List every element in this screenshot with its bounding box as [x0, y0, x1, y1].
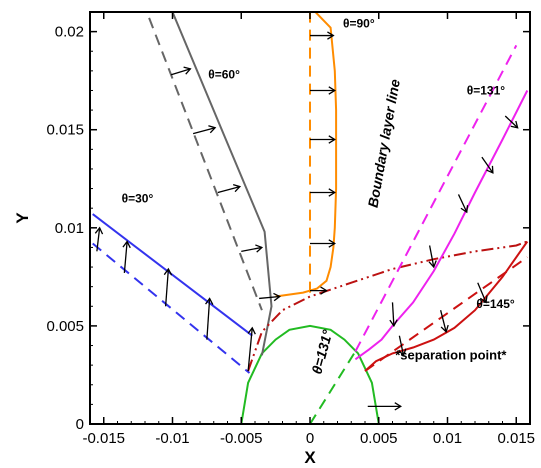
- x-tick-label: -0.005: [220, 430, 263, 447]
- annotation-1: θ=30°: [122, 191, 154, 205]
- x-axis-title: X: [304, 448, 316, 467]
- velocity-arrow-2: [205, 297, 214, 340]
- velocity-arrow-6: [259, 292, 281, 302]
- velocity-arrow-17: [389, 302, 398, 328]
- series-line-4: [92, 242, 251, 374]
- y-tick-label: 0.015: [46, 122, 84, 139]
- annotation-3: θ=90°: [343, 17, 375, 31]
- x-tick-label: 0.005: [360, 430, 398, 447]
- velocity-arrow-21: [504, 115, 519, 129]
- velocity-arrow-8: [217, 183, 242, 194]
- velocity-arrow-10: [170, 66, 192, 76]
- series-line-6: [148, 17, 263, 311]
- series-line-3: [92, 213, 253, 337]
- x-tick-label: -0.01: [155, 430, 189, 447]
- velocity-arrow-23: [439, 310, 449, 333]
- annotation-8: *separation point*: [395, 347, 507, 362]
- velocity-arrow-20: [481, 156, 494, 174]
- velocity-arrow-7: [241, 244, 264, 253]
- velocity-arrow-18: [428, 245, 437, 269]
- y-axis-title: Y: [13, 212, 32, 224]
- velocity-arrow-22: [398, 335, 407, 357]
- velocity-arrow-15: [310, 86, 336, 95]
- series-line-2: [309, 350, 357, 424]
- series-line-7: [275, 12, 338, 298]
- velocity-arrow-1: [247, 326, 256, 372]
- series-line-9: [247, 240, 528, 372]
- velocity-arrow-12: [310, 239, 336, 248]
- series-line-13: [364, 256, 528, 372]
- x-tick-label: 0.015: [497, 430, 535, 447]
- velocity-arrow-9: [192, 125, 217, 135]
- velocity-arrow-11: [310, 286, 328, 295]
- velocity-arrow-4: [122, 240, 131, 273]
- velocity-arrow-16: [310, 31, 335, 40]
- series-line-1: [240, 324, 380, 424]
- velocity-arrow-19: [457, 194, 469, 214]
- velocity-arrow-5: [94, 226, 104, 252]
- velocity-arrow-14: [310, 135, 336, 144]
- velocity-arrow-24: [477, 282, 488, 304]
- velocity-arrow-25: [367, 402, 402, 411]
- annotation-2: θ=60°: [208, 68, 240, 82]
- y-tick-label: 0: [76, 416, 84, 433]
- annotation-4: θ=131°: [467, 83, 506, 97]
- x-tick-label: 0: [306, 430, 314, 447]
- x-tick-label: -0.015: [82, 430, 125, 447]
- x-tick-label: 0.01: [433, 430, 462, 447]
- y-tick-label: 0.02: [55, 24, 84, 41]
- velocity-arrow-13: [310, 188, 336, 197]
- velocity-arrow-3: [163, 267, 173, 307]
- annotation-5: θ=145°: [476, 297, 515, 311]
- series-line-5: [171, 12, 273, 356]
- series-line-11: [354, 44, 518, 352]
- y-tick-label: 0.01: [55, 220, 84, 237]
- y-tick-label: 0.005: [46, 318, 84, 335]
